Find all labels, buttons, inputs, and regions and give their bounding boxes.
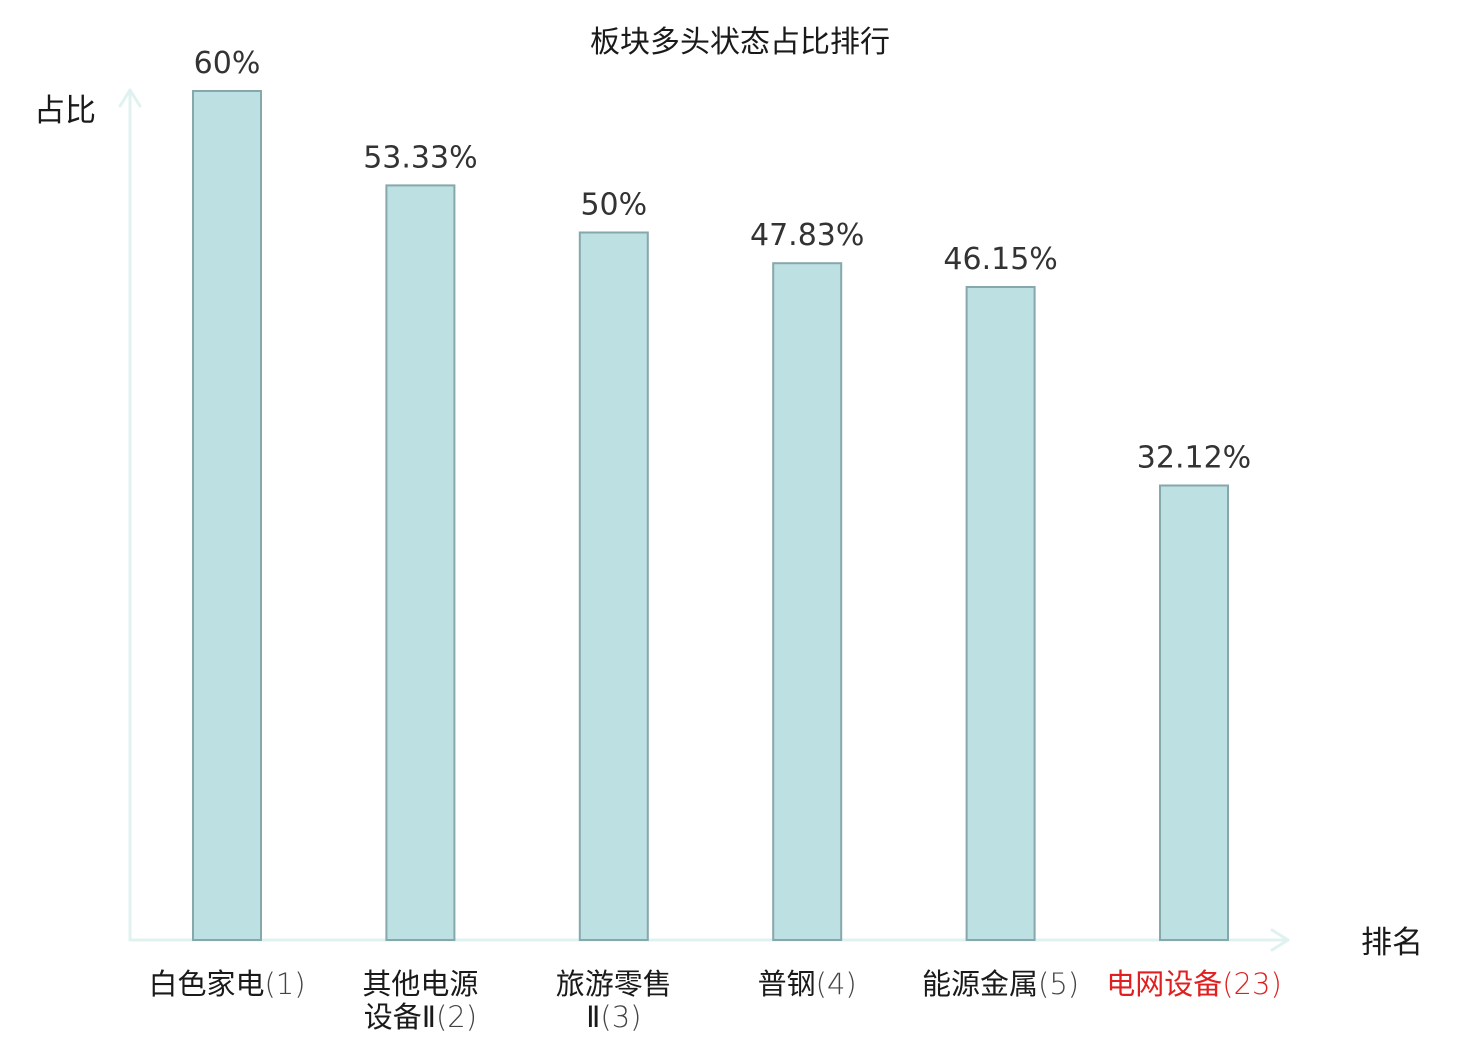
value-label: 53.33%: [363, 140, 477, 175]
category-label: 白色家电(1): [148, 967, 305, 1001]
category-label-line: 设备Ⅱ(2): [364, 1000, 477, 1034]
category-label-line: 白色家电(1): [148, 967, 305, 1001]
category-label: 普钢(4): [758, 967, 857, 1001]
y-axis-label: 占比: [34, 93, 96, 129]
value-label: 50%: [580, 188, 647, 223]
axes: [118, 88, 1290, 952]
category-label-line: 旅游零售: [556, 967, 672, 1001]
category-rank: (4): [816, 967, 857, 1001]
value-label: 46.15%: [943, 242, 1057, 277]
category-label: 其他电源设备Ⅱ(2): [362, 967, 478, 1034]
category-label: 能源金属(5): [922, 967, 1079, 1001]
chart-title: 板块多头状态占比排行: [590, 25, 890, 60]
category-label-line: 其他电源: [362, 967, 478, 1001]
value-label: 47.83%: [750, 218, 864, 253]
category-rank: (3): [600, 1000, 641, 1034]
bars-group: [192, 90, 1229, 941]
bar: [385, 184, 456, 941]
category-label-line: Ⅱ(3): [586, 1000, 641, 1034]
value-labels-group: 60% 53.33% 50% 47.83% 46.15% 32.12%: [194, 46, 1252, 476]
category-label-line: 能源金属(5): [922, 967, 1079, 1001]
category-rank: (2): [436, 1000, 477, 1034]
bar: [1159, 484, 1229, 941]
category-label: 旅游零售 Ⅱ(3): [556, 967, 672, 1034]
category-label: 电网设备(23): [1106, 967, 1282, 1001]
x-axis-arrow: [1270, 928, 1290, 952]
x-axis-label: 排名: [1361, 925, 1423, 961]
category-rank: (5): [1038, 967, 1079, 1001]
bar: [965, 286, 1036, 941]
value-label: 60%: [194, 46, 261, 81]
category-label-line: 普钢(4): [758, 967, 857, 1001]
y-axis-arrow: [118, 88, 142, 108]
bar: [192, 90, 262, 941]
bar: [772, 262, 843, 941]
category-rank: (1): [264, 967, 305, 1001]
value-label: 32.12%: [1137, 441, 1251, 476]
bar: [578, 231, 649, 941]
category-label-line: 电网设备(23): [1106, 967, 1282, 1001]
category-rank: (23): [1222, 967, 1282, 1001]
category-labels-group: 白色家电(1) 其他电源设备Ⅱ(2) 旅游零售 Ⅱ(3) 普钢(4) 能源金属(5) 电网设…: [148, 967, 1281, 1034]
